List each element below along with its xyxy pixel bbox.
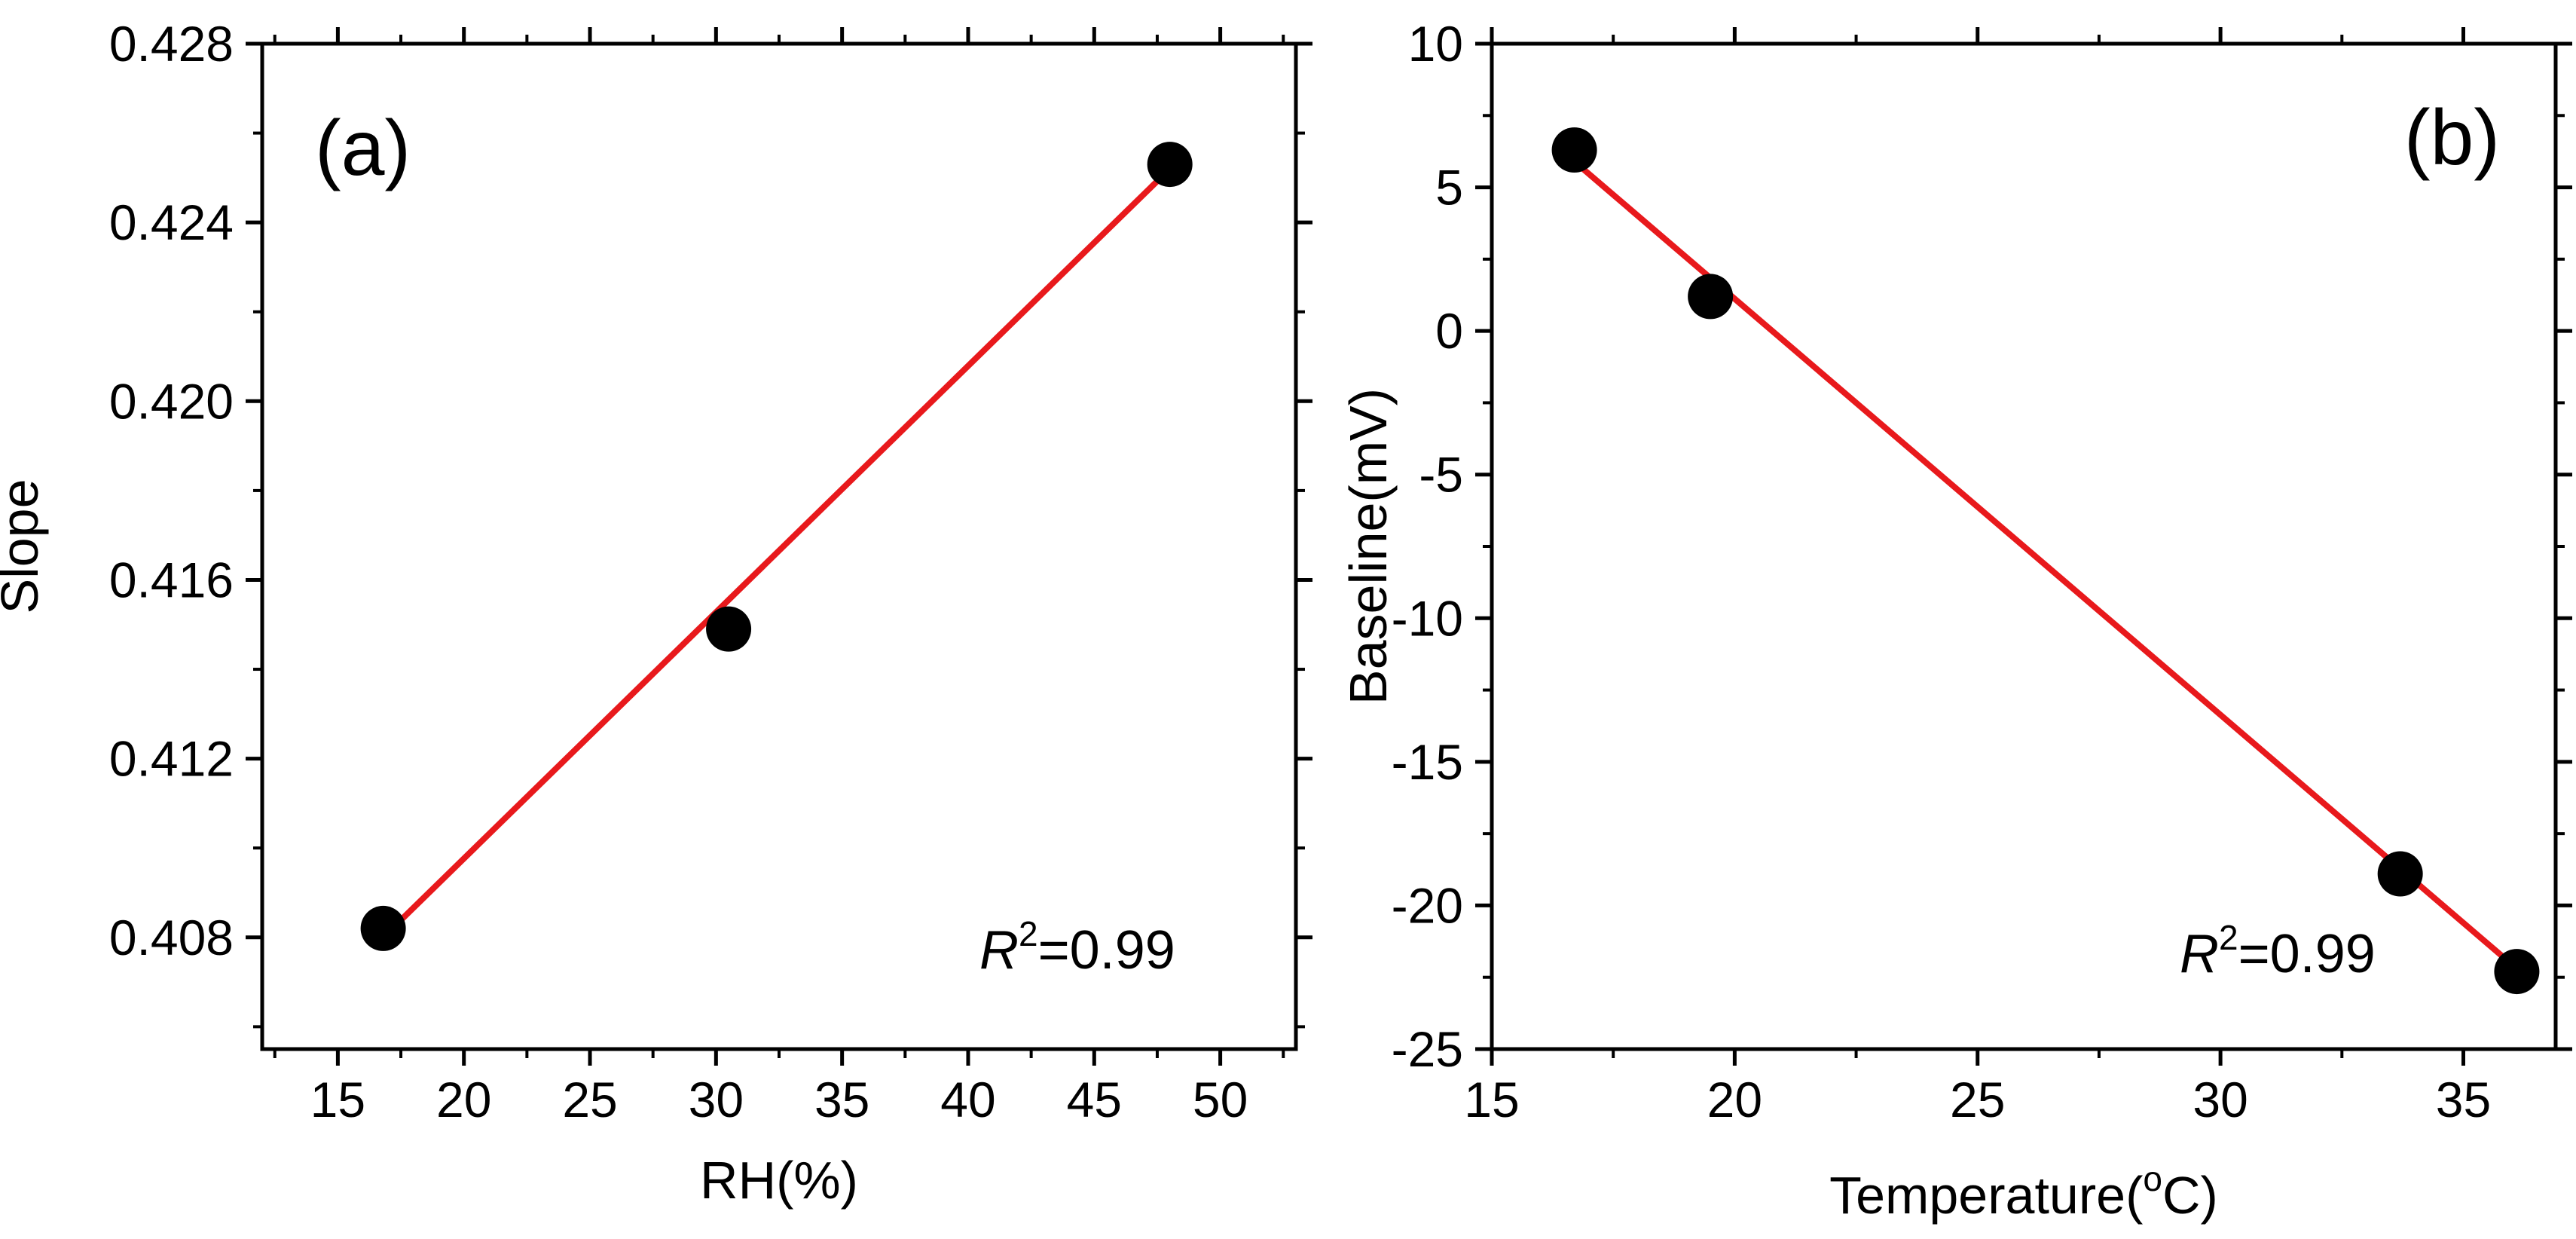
data-point bbox=[1147, 142, 1193, 188]
x-tick-label: 15 bbox=[1464, 1072, 1519, 1127]
y-tick-label: 0.408 bbox=[109, 910, 234, 965]
x-tick-label: 15 bbox=[310, 1072, 365, 1127]
y-tick-label: 0.420 bbox=[109, 373, 234, 429]
y-tick-label: 5 bbox=[1435, 160, 1463, 216]
x-axis-label-unit: C) bbox=[2162, 1166, 2218, 1225]
y-tick-label: -10 bbox=[1392, 590, 1463, 646]
data-point bbox=[360, 905, 406, 951]
x-tick-label: 50 bbox=[1193, 1072, 1248, 1127]
panel-a: 15 20 25 30 35 40 45 50 0.408 0.412 0.416 0.420 0.42… bbox=[0, 16, 1312, 1210]
data-point bbox=[2494, 949, 2540, 995]
x-tick-label: 20 bbox=[1707, 1072, 1762, 1127]
x-axis-label-degree: o bbox=[2143, 1159, 2162, 1198]
r-symbol: R bbox=[979, 920, 1019, 980]
y-tick-label: 10 bbox=[1408, 16, 1463, 72]
data-point bbox=[706, 606, 752, 652]
x-tick-label: 35 bbox=[2436, 1072, 2491, 1127]
fit-line bbox=[380, 166, 1173, 941]
y-tick-label: 0.424 bbox=[109, 194, 234, 250]
x-axis-label-main: Temperature( bbox=[1829, 1166, 2143, 1225]
y-tick-label: -25 bbox=[1392, 1021, 1463, 1077]
x-axis-label: RH(%) bbox=[700, 1151, 858, 1210]
x-tick-label: 45 bbox=[1067, 1072, 1122, 1127]
y-tick-label: -20 bbox=[1392, 877, 1463, 933]
y-tick-label: 0.428 bbox=[109, 16, 234, 72]
r-superscript: 2 bbox=[1019, 914, 1038, 953]
y-tick-label: 0.416 bbox=[109, 552, 234, 607]
x-axis-label: Temperature(oC) bbox=[1829, 1159, 2218, 1225]
panel-label: (a) bbox=[315, 105, 411, 192]
x-tick-label: 35 bbox=[814, 1072, 869, 1127]
x-tick-label: 20 bbox=[436, 1072, 491, 1127]
r-squared-annotation: R2=0.99 bbox=[979, 914, 1175, 980]
data-point bbox=[1551, 127, 1597, 173]
x-tick-label: 25 bbox=[562, 1072, 617, 1127]
y-axis-label: Baseline(mV) bbox=[1339, 388, 1398, 705]
y-axis-label: Slope bbox=[0, 479, 49, 613]
r-superscript: 2 bbox=[2219, 918, 2238, 957]
r-value: =0.99 bbox=[1038, 920, 1175, 980]
panel-label: (b) bbox=[2404, 94, 2500, 182]
x-tick-label: 30 bbox=[2193, 1072, 2248, 1127]
y-tick-label: 0 bbox=[1435, 303, 1463, 359]
y-tick-label: -15 bbox=[1392, 734, 1463, 790]
panel-b: 15 20 25 30 35 10 5 0 -5 -10 -15 -20 -25 Baseline(mV)… bbox=[1339, 16, 2572, 1225]
x-tick-label: 40 bbox=[940, 1072, 995, 1127]
x-tick-label: 25 bbox=[1950, 1072, 2005, 1127]
r-symbol: R bbox=[2180, 924, 2219, 984]
r-value: =0.99 bbox=[2238, 924, 2376, 984]
y-tick-label: 0.412 bbox=[109, 731, 234, 787]
data-point bbox=[1688, 274, 1734, 320]
y-tick-label: -5 bbox=[1419, 447, 1463, 503]
data-point bbox=[2377, 851, 2423, 897]
x-tick-label: 30 bbox=[689, 1072, 744, 1127]
r-squared-annotation: R2=0.99 bbox=[2180, 918, 2376, 984]
